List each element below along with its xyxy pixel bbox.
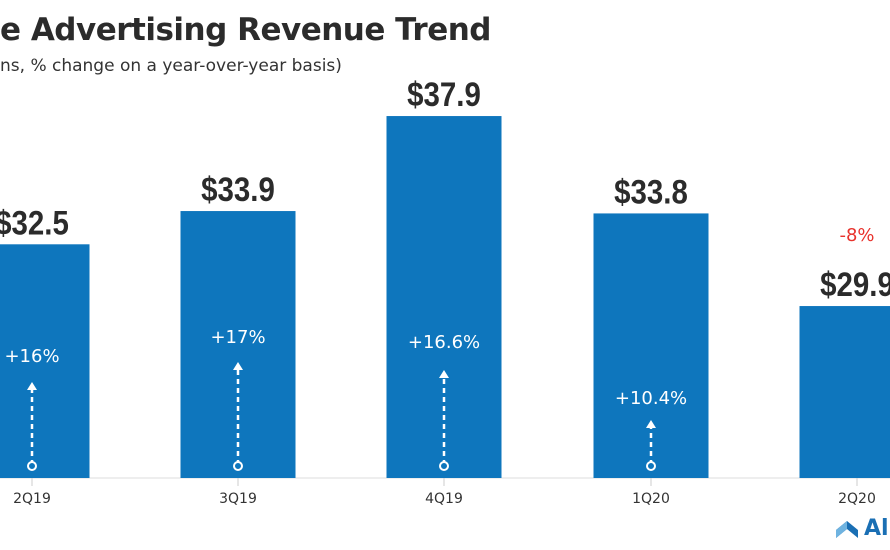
bar (593, 213, 709, 479)
yoy-change-label: -8% (839, 225, 874, 246)
value-label: $29.9 (820, 265, 890, 304)
arrow-origin-circle (646, 461, 656, 471)
arrow-up-icon (646, 420, 656, 428)
logo-text: Al (864, 516, 889, 541)
arrow-up-icon (27, 382, 37, 390)
bar (0, 244, 90, 478)
value-label: $37.9 (407, 75, 481, 114)
yoy-change-label: +16% (4, 346, 59, 367)
arrow-up-icon (439, 370, 449, 378)
x-tick-label: 2Q19 (13, 491, 51, 507)
yoy-change-label: +17% (210, 327, 265, 348)
arrow-origin-circle (233, 461, 243, 471)
x-tick-label: 1Q20 (632, 491, 670, 507)
yoy-change-label: +10.4% (615, 388, 687, 409)
value-label: $32.5 (0, 203, 69, 242)
value-label: $33.9 (201, 170, 275, 209)
chart-title: e Advertising Revenue Trend (0, 12, 492, 48)
brand-logo: Al (834, 516, 889, 541)
bar (386, 116, 502, 479)
x-tick-label: 4Q19 (425, 491, 463, 507)
x-tick-label: 2Q20 (838, 491, 876, 507)
x-tick-label: 3Q19 (219, 491, 257, 507)
bar (799, 306, 890, 478)
arrow-origin-circle (27, 461, 37, 471)
yoy-change-label: +16.6% (408, 332, 480, 353)
value-label: $33.8 (614, 172, 688, 211)
arrow-up-icon (233, 362, 243, 370)
chart-subtitle: ns, % change on a year-over-year basis) (0, 56, 342, 76)
chevron-logo-icon (836, 520, 858, 538)
arrow-origin-circle (439, 461, 449, 471)
